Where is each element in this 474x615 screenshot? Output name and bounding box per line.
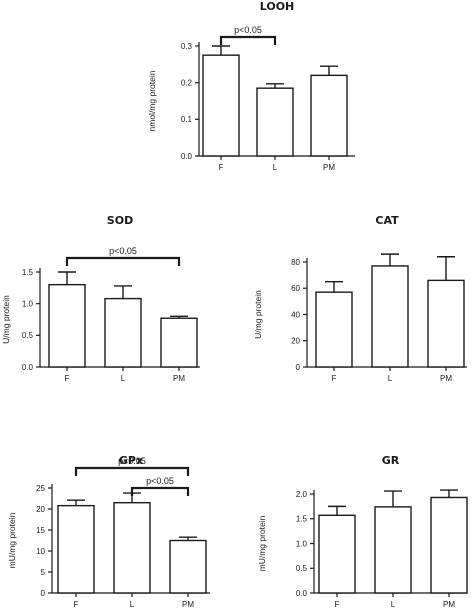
y-tick-label: 0.2 bbox=[181, 78, 193, 87]
x-tick-label: L bbox=[121, 374, 126, 383]
panel-cat: CAT U/mg protein 0 20 40 60 80 F L PM bbox=[253, 214, 467, 383]
panel-sod: SOD U/mg protein 0.0 0.5 1.0 1.5 F L PM p<0.05 bbox=[1, 214, 200, 383]
chart-title: CAT bbox=[375, 214, 399, 227]
y-tick-label: 0.0 bbox=[181, 152, 193, 161]
bar-f bbox=[315, 291, 353, 368]
significance-bracket bbox=[65, 256, 181, 266]
y-tick-label: 20 bbox=[36, 505, 45, 514]
significance-bracket bbox=[219, 35, 277, 45]
significance-label: p<0.05 bbox=[118, 456, 146, 466]
panel-looh: LOOH nmol/mg protein 0.0 0.1 0.2 0.3 F L PM p<0.0… bbox=[147, 0, 355, 172]
x-tick-label: PM bbox=[182, 600, 194, 609]
x-tick-label: F bbox=[65, 374, 70, 383]
bar-l bbox=[256, 87, 294, 157]
x-tick-label: L bbox=[391, 600, 396, 609]
x-tick-label: F bbox=[335, 600, 340, 609]
chart-title: GR bbox=[382, 454, 400, 467]
x-tick-label: F bbox=[74, 600, 79, 609]
significance-label: p<0.05 bbox=[146, 476, 174, 486]
x-tick-label: L bbox=[130, 600, 135, 609]
y-axis-label: mU/mg protein bbox=[257, 515, 267, 571]
y-tick-label: 0.0 bbox=[296, 589, 308, 598]
significance-bracket bbox=[74, 466, 190, 476]
y-tick-label: 0.5 bbox=[22, 331, 34, 340]
bar-f bbox=[48, 283, 86, 368]
y-tick-label: 40 bbox=[291, 310, 300, 319]
y-tick-label: 60 bbox=[291, 284, 300, 293]
y-tick-label: 0.1 bbox=[181, 115, 193, 124]
y-tick-label: 0 bbox=[296, 363, 301, 372]
y-axis-label: U/mg protein bbox=[253, 290, 263, 339]
x-tick-label: F bbox=[332, 374, 337, 383]
y-axis-label: mU/mg protein bbox=[7, 512, 17, 568]
y-tick-label: 2.0 bbox=[296, 490, 308, 499]
y-tick-label: 80 bbox=[291, 258, 300, 267]
x-tick-label: PM bbox=[443, 600, 455, 609]
x-tick-label: L bbox=[388, 374, 393, 383]
y-tick-label: 1.5 bbox=[296, 515, 308, 524]
bar-pm bbox=[310, 74, 348, 157]
y-axis-label: U/mg protein bbox=[1, 295, 11, 344]
chart-title: GPx bbox=[119, 454, 143, 467]
bar-f bbox=[57, 504, 95, 594]
panel-gpx: GPx mU/mg protein 0 5 10 15 20 25 F L PM p<0.05p<0.… bbox=[7, 454, 210, 609]
y-tick-label: 0 bbox=[41, 589, 46, 598]
x-tick-label: PM bbox=[173, 374, 185, 383]
bar-f bbox=[318, 514, 356, 594]
significance-label: p<0.05 bbox=[234, 25, 262, 35]
y-tick-label: 5 bbox=[41, 568, 46, 577]
y-tick-label: 20 bbox=[291, 337, 300, 346]
y-tick-label: 1.0 bbox=[22, 299, 34, 308]
y-axis-label: nmol/mg protein bbox=[147, 70, 157, 131]
chart-title: LOOH bbox=[260, 0, 295, 13]
x-tick-label: PM bbox=[323, 163, 335, 172]
x-tick-label: F bbox=[219, 163, 224, 172]
bar-pm bbox=[160, 317, 198, 368]
y-tick-label: 15 bbox=[36, 526, 45, 535]
significance-label: p<0.05 bbox=[109, 246, 137, 256]
y-tick-label: 0.0 bbox=[22, 363, 34, 372]
y-tick-label: 25 bbox=[36, 484, 45, 493]
bar-l bbox=[113, 502, 151, 594]
panel-gr: GR mU/mg protein 0.0 0.5 1.0 1.5 2.0 F L PM bbox=[257, 454, 468, 609]
significance-bracket bbox=[130, 486, 190, 496]
bar-pm bbox=[169, 539, 207, 594]
bar-l bbox=[104, 297, 142, 368]
x-tick-label: PM bbox=[440, 374, 452, 383]
y-tick-label: 0.3 bbox=[181, 42, 193, 51]
x-tick-label: L bbox=[273, 163, 278, 172]
y-tick-label: 1.0 bbox=[296, 539, 308, 548]
bar-f bbox=[202, 54, 240, 157]
bar-pm bbox=[430, 496, 468, 594]
y-tick-label: 10 bbox=[36, 547, 45, 556]
bar-l bbox=[371, 265, 409, 368]
y-tick-label: 0.5 bbox=[296, 564, 308, 573]
bar-l bbox=[374, 506, 412, 594]
chart-title: SOD bbox=[107, 214, 133, 227]
bar-pm bbox=[427, 279, 465, 368]
y-tick-label: 1.5 bbox=[22, 268, 34, 277]
